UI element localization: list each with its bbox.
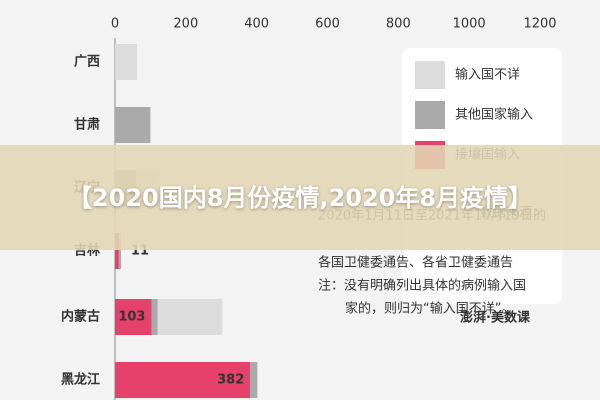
legend-swatch (415, 61, 445, 89)
category-label: 内蒙古 (61, 309, 100, 325)
x-tick-label: 1200 (523, 17, 556, 32)
bar (115, 44, 137, 80)
bar (157, 299, 223, 335)
note-line: 注：没有明确列出具体的病例输入国 (318, 278, 526, 294)
note-line: 家的，则归为“输入国不详”。 (345, 301, 514, 317)
category-label: 甘肃 (74, 117, 100, 133)
note-line: 各国卫健委通告、各省卫健委通告 (318, 255, 513, 271)
data-label: 382 (217, 373, 244, 388)
legend-label: 输入国不详 (455, 67, 520, 83)
bar (115, 107, 151, 143)
bar (250, 362, 258, 398)
x-tick-label: 800 (386, 17, 411, 32)
chart-title: 【2020国内8月份疫情,2020年8月疫情】 (67, 183, 533, 212)
x-tick-label: 0 (111, 17, 119, 32)
x-tick-label: 400 (244, 17, 269, 32)
x-tick-label: 200 (173, 17, 198, 32)
bar (115, 299, 152, 335)
legend-label: 其他国家输入 (455, 107, 533, 123)
data-label: 103 (118, 310, 145, 325)
x-tick-label: 600 (315, 17, 340, 32)
logo: 澎湃·美数课 (460, 310, 531, 326)
category-label: 黑龙江 (61, 372, 100, 388)
bar (151, 299, 158, 335)
category-label: 广西 (74, 54, 100, 70)
banner: 【2020国内8月份疫情,2020年8月疫情】 (0, 145, 600, 250)
bar (115, 233, 119, 269)
x-tick-label: 1000 (453, 17, 486, 32)
bar (115, 362, 251, 398)
bar (118, 233, 122, 269)
legend-swatch (415, 101, 445, 129)
